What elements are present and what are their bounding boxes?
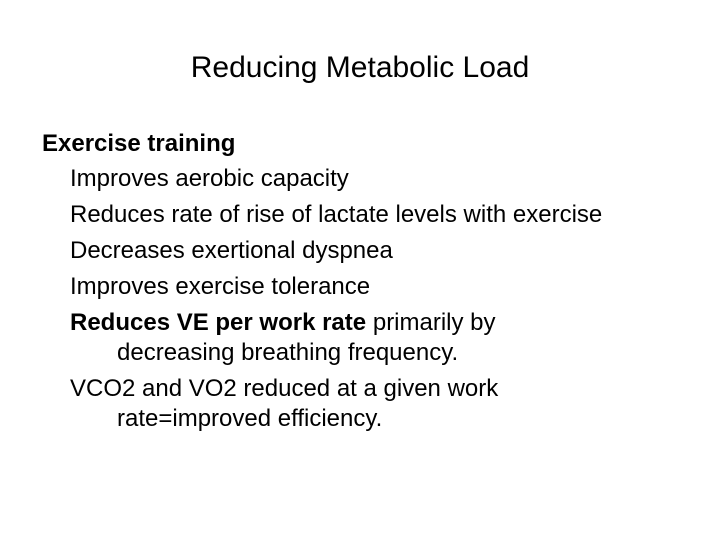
bullet: Reduces VE per work rate primarily by dec…	[70, 308, 610, 368]
bullet-text: primarily by decreasing breathing freque…	[117, 309, 496, 366]
bold-text: Reduces VE per work rate	[70, 309, 367, 336]
bullet: Reduces rate of rise of lactate levels w…	[70, 201, 603, 228]
bullet-list: Improves aerobic capacity Reduces rate o…	[70, 164, 610, 440]
bullet: Improves aerobic capacity	[70, 165, 349, 192]
bullet: Decreases exertional dyspnea	[70, 237, 393, 264]
bullet: VCO2 and VO2 reduced at a given work rat…	[70, 375, 499, 432]
bullet: Improves exercise tolerance	[70, 273, 371, 300]
section-heading: Exercise training	[42, 130, 236, 157]
slide-title: Reducing Metabolic Load	[190, 51, 530, 84]
